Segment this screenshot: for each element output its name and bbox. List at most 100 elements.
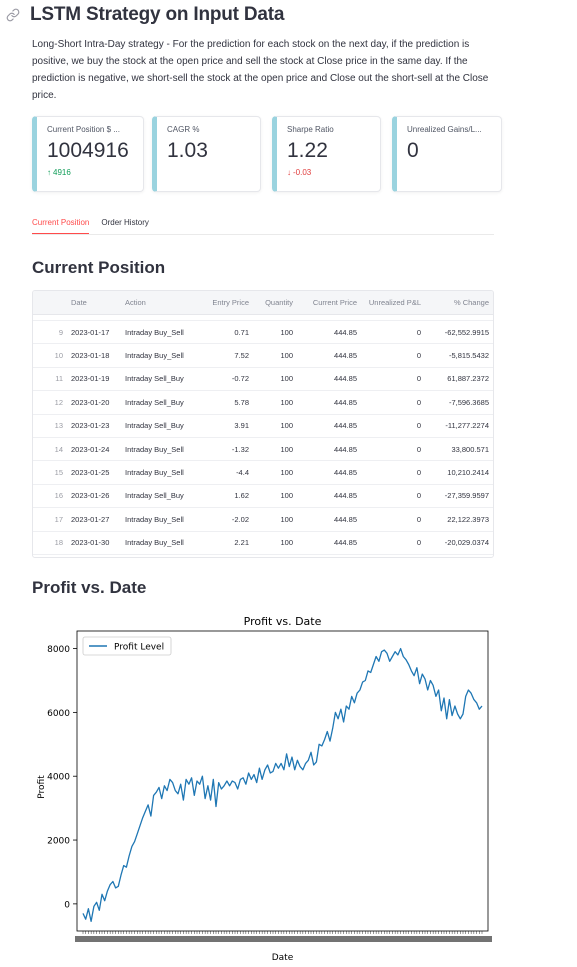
column-header-action[interactable]: Action [125,298,146,307]
table-row[interactable]: 17 2023-01-27 Intraday Buy_Sell -2.02 100 444… [33,508,493,532]
row-index: 11 [55,374,63,384]
profit-chart: Profit vs. Date 0 2000 4000 6000 8000 Date Prof… [32,610,502,967]
row-quantity: 100 [280,514,293,524]
table-row[interactable]: 9 2023-01-17 Intraday Buy_Sell 0.71 100 444.8… [33,321,493,345]
row-action: Intraday Buy_Sell [125,538,184,548]
row-unrealized-pnl: 0 [416,491,421,501]
row-quantity: 100 [280,491,293,501]
column-header-date[interactable]: Date [71,298,87,307]
metric-sharpe-ratio: Sharpe Ratio 1.22 ↓ -0.03 [272,116,381,192]
row-pct-change: 22,122.3973 [447,514,489,524]
row-quantity: 100 [280,538,293,548]
table-row[interactable]: 15 2023-01-25 Intraday Buy_Sell -4.4 100 444.… [33,461,493,485]
row-current-price: 444.85 [334,374,357,384]
row-unrealized-pnl: 0 [416,374,421,384]
row-current-price: 444.85 [334,397,357,407]
table-body: 9 2023-01-17 Intraday Buy_Sell 0.71 100 444.8… [33,315,493,555]
table-row[interactable]: 14 2023-01-24 Intraday Buy_Sell -1.32 100 444… [33,438,493,462]
series-line-profit-level [82,647,483,923]
legend-box [82,636,172,656]
metric-value: 1.22 [287,139,328,162]
row-unrealized-pnl: 0 [416,538,421,548]
metric-label: CAGR % [167,125,200,134]
title-row: LSTM Strategy on Input Data [6,4,284,26]
row-pct-change: -11,277.2274 [445,421,489,431]
metric-unrealized-gains: Unrealized Gains/L... 0 [392,116,502,192]
row-date: 2023-01-26 [71,491,110,501]
y-tick-label: 8000 [47,645,70,655]
section-heading-current-position: Current Position [32,258,166,277]
page-title: LSTM Strategy on Input Data [30,4,285,25]
row-quantity: 100 [280,351,293,361]
link-icon[interactable] [6,7,22,23]
metric-current-position: Current Position $ ... 1004916 ↑ 4916 [32,116,144,192]
tab-divider [32,234,494,235]
row-entry-price: 1.62 [234,491,249,501]
tab-current-position[interactable]: Current Position [32,218,90,234]
row-unrealized-pnl: 0 [416,444,421,454]
row-date: 2023-01-25 [71,468,110,478]
row-date: 2023-01-20 [71,397,110,407]
legend-label: Profit Level [114,643,164,653]
row-entry-price: -1.32 [231,444,249,454]
positions-table[interactable]: Date Action Entry Price Quantity Current… [32,290,494,558]
row-index: 16 [54,491,63,501]
y-tick-label: 0 [64,900,70,910]
table-row[interactable]: 13 2023-01-23 Intraday Sell_Buy 3.91 100 444.… [33,415,493,438]
table-row[interactable]: 12 2023-01-20 Intraday Sell_Buy 5.78 100 444.… [33,391,493,415]
row-index: 9 [58,327,63,337]
metric-value: 1004916 [47,139,129,162]
row-index: 12 [54,397,63,407]
row-pct-change: -62,552.9915 [444,327,489,337]
arrow-up-icon: ↑ [47,168,51,177]
table-row[interactable]: 10 2023-01-18 Intraday Buy_Sell 7.52 100 444.… [33,344,493,368]
row-entry-price: 2.21 [234,538,249,548]
row-action: Intraday Buy_Sell [125,327,184,337]
table-row[interactable]: 18 2023-01-30 Intraday Buy_Sell 2.21 100 444.… [33,532,493,555]
column-header-unrealized-pnl[interactable]: Unrealized P&L [368,298,421,307]
row-index: 14 [54,444,63,454]
row-index: 15 [54,468,63,478]
metric-label: Current Position $ ... [47,125,120,134]
row-current-price: 444.85 [334,491,357,501]
arrow-down-icon: ↓ [287,168,291,177]
row-pct-change: -5,815.5432 [448,351,489,361]
metric-delta: ↑ 4916 [47,168,133,177]
row-entry-price: -2.02 [231,514,249,524]
row-entry-price: -0.72 [231,374,249,384]
column-header-entry-price[interactable]: Entry Price [212,298,249,307]
y-axis-label: Profit [37,775,47,799]
row-action: Intraday Buy_Sell [125,514,184,524]
metric-delta-value: -0.03 [293,168,312,177]
row-action: Intraday Sell_Buy [125,374,184,384]
row-date: 2023-01-17 [71,327,110,337]
column-header-current-price[interactable]: Current Price [312,298,357,307]
row-action: Intraday Buy_Sell [125,351,184,361]
column-header-quantity[interactable]: Quantity [265,298,293,307]
row-quantity: 100 [280,421,293,431]
row-entry-price: 7.52 [234,351,249,361]
table-header: Date Action Entry Price Quantity Current… [33,291,493,315]
row-date: 2023-01-18 [71,351,110,361]
metric-cagr: CAGR % 1.03 [152,116,261,192]
row-unrealized-pnl: 0 [416,514,421,524]
metric-value: 1.03 [167,139,208,162]
row-action: Intraday Buy_Sell [125,444,184,454]
row-quantity: 100 [280,327,293,337]
table-row[interactable]: 11 2023-01-19 Intraday Sell_Buy -0.72 100 444… [33,368,493,392]
table-row[interactable]: 16 2023-01-26 Intraday Sell_Buy 1.62 100 444.… [33,485,493,509]
row-date: 2023-01-24 [71,444,110,454]
column-header-pct-change[interactable]: % Change [453,298,489,307]
metric-label: Unrealized Gains/L... [407,125,482,134]
metric-value: 0 [407,139,419,162]
row-unrealized-pnl: 0 [416,351,421,361]
row-pct-change: -7,596.3685 [448,397,489,407]
row-pct-change: -20,029.0374 [444,538,489,548]
plot-area-frame [76,630,489,932]
metric-delta-value: 4916 [53,168,71,177]
tab-order-history[interactable]: Order History [101,218,149,227]
row-action: Intraday Sell_Buy [125,491,184,501]
row-pct-change: -27,359.9597 [444,491,489,501]
row-entry-price: -4.4 [236,468,249,478]
row-quantity: 100 [280,444,293,454]
